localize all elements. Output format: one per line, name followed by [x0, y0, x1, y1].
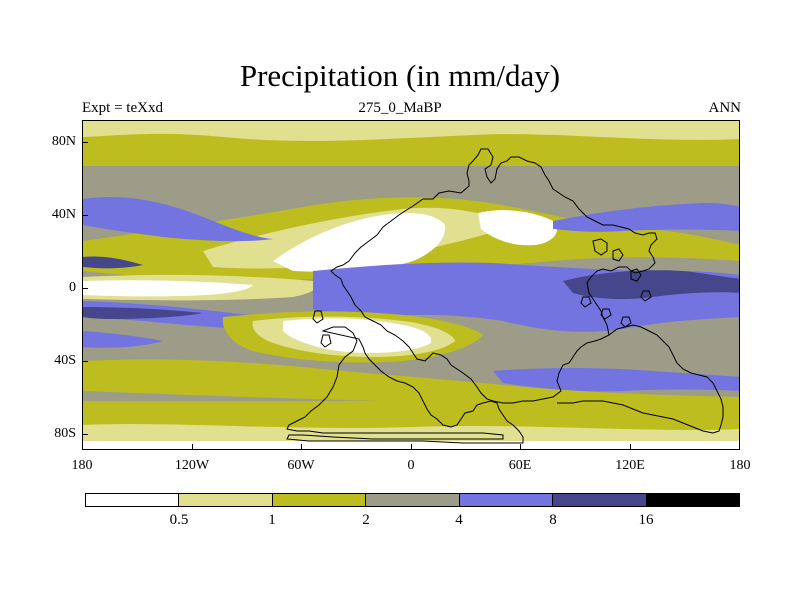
- continent-outline: [330, 148, 658, 404]
- colorbar-label-4: 8: [549, 512, 557, 528]
- lat-tick-80s: [82, 434, 88, 435]
- time-period-label: 275_0_MaBP: [358, 100, 442, 116]
- colorbar-segment-2: [272, 494, 367, 506]
- lat-tick-40s: [82, 361, 88, 362]
- season-label: ANN: [708, 100, 742, 116]
- lon-label-180e: 180: [729, 458, 751, 473]
- colorbar-label-2: 2: [362, 512, 370, 528]
- lat-label-80s: 80S: [54, 426, 76, 441]
- continent-outline-south: [286, 326, 524, 444]
- field-nh-desert-white-2: [478, 210, 557, 246]
- lat-tick-0: [82, 288, 88, 289]
- lat-tick-80n: [82, 142, 88, 143]
- colorbar-segment-4: [459, 494, 554, 506]
- field-sh-desert-white: [283, 318, 432, 353]
- colorbar-segment-5: [553, 494, 647, 506]
- colorbar-label-1: 1: [268, 512, 276, 528]
- field-sh-midlat-dry: [83, 359, 739, 407]
- lon-tick-60w: [301, 444, 302, 450]
- lat-tick-40n: [82, 215, 88, 216]
- colorbar-label-3: 4: [455, 512, 463, 528]
- precipitation-map: [82, 120, 740, 450]
- experiment-label: Expt = teXxd: [82, 100, 163, 116]
- lon-tick-60e: [520, 444, 521, 450]
- field-nh-wet-band: [83, 197, 273, 242]
- lon-label-0: 0: [407, 458, 415, 473]
- colorbar-segment-0: [86, 494, 180, 506]
- plot-title: Precipitation (in mm/day): [239, 58, 561, 93]
- lon-tick-120e: [630, 444, 631, 450]
- colorbar-segment-1: [179, 494, 273, 506]
- lon-label-60e: 60E: [508, 458, 532, 473]
- lat-label-80n: 80N: [51, 134, 76, 149]
- lon-tick-120w: [192, 444, 193, 450]
- colorbar: [85, 493, 740, 507]
- lon-label-120e: 120E: [615, 458, 645, 473]
- lon-label-60w: 60W: [287, 458, 315, 473]
- field-nh-wet-band-east: [553, 203, 739, 232]
- continent-outline-east: [557, 324, 724, 434]
- field-tropical-very-wet: [563, 270, 739, 300]
- lat-label-0: 0: [69, 280, 76, 295]
- lon-label-120w: 120W: [174, 458, 210, 473]
- field-equatorial-white: [83, 280, 253, 297]
- field-north-polar-very-dry: [83, 121, 739, 141]
- colorbar-label-0: 0.5: [169, 512, 189, 528]
- colorbar-segment-3: [366, 494, 460, 506]
- field-sh-storm-track-wet: [493, 368, 739, 392]
- field-nh-desert-white: [273, 213, 446, 272]
- colorbar-segment-6: [646, 494, 739, 506]
- continent-outline-west-islands: [312, 310, 332, 348]
- continent-outline-islands: [580, 238, 652, 328]
- colorbar-label-5: 16: [638, 512, 654, 528]
- field-sh-west-wet: [83, 331, 163, 348]
- lon-tick-0: [411, 444, 412, 450]
- field-sh-very-wet-band: [83, 307, 203, 319]
- precipitation-field: [83, 121, 739, 449]
- lat-label-40s: 40S: [54, 353, 76, 368]
- lon-label-180w: 180: [71, 458, 93, 473]
- lat-label-40n: 40N: [51, 207, 76, 222]
- field-nh-very-wet-west: [83, 256, 143, 269]
